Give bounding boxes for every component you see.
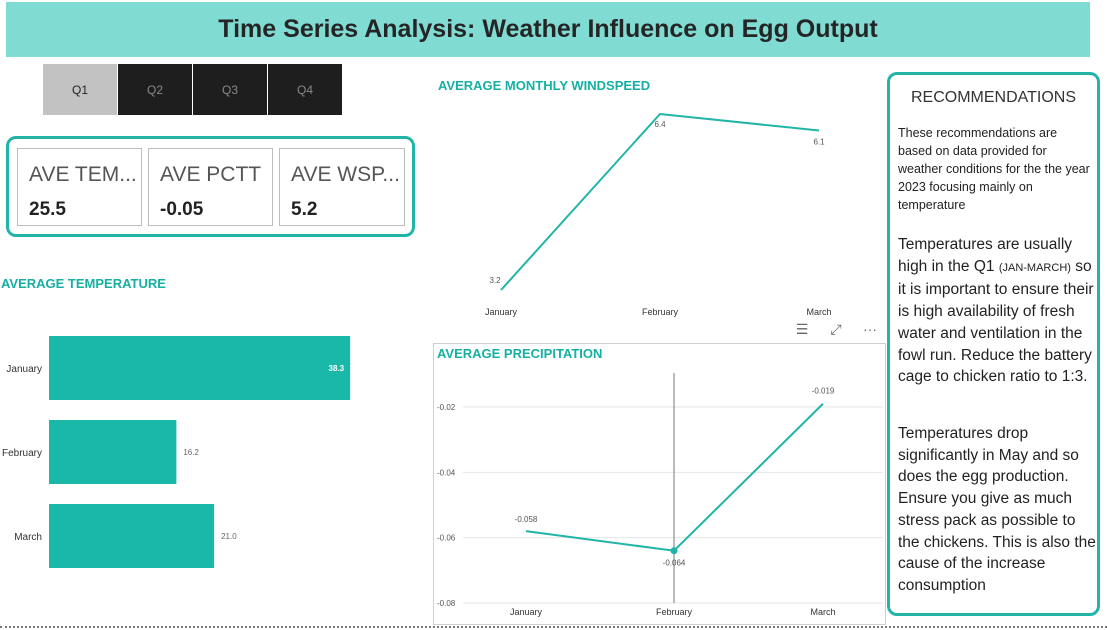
recommendation-text: Temperatures are usually high in the Q1 (898, 236, 1073, 275)
temperature-bar-chart: January 38.3 February 16.2 March 21.0 (2, 336, 351, 568)
quarter-slicer: Q1 Q2 Q3 Q4 (43, 64, 343, 115)
y-tick-label: -0.08 (437, 599, 456, 608)
x-tick-label: March (810, 607, 835, 617)
data-point (670, 547, 678, 555)
dashboard-header: Time Series Analysis: Weather Influence … (6, 2, 1090, 57)
recommendation-text: so it is important to ensure their is hi… (898, 257, 1094, 386)
y-tick-label: -0.04 (437, 468, 456, 477)
data-label: -0.019 (812, 387, 835, 396)
data-label: 21.0 (221, 532, 237, 541)
kpi-value: -0.05 (160, 199, 204, 220)
x-tick-label: February (642, 307, 679, 317)
recommendation-paragraph-2: Temperatures drop significantly in May a… (898, 425, 1096, 594)
data-label: 3.2 (489, 276, 501, 285)
kpi-label: AVE PCTT (160, 163, 262, 186)
data-label: 6.4 (654, 120, 666, 129)
slicer-q1-button[interactable]: Q1 (43, 64, 117, 115)
kpi-label: AVE WSP... (291, 163, 400, 186)
precipitation-chart-title: AVERAGE PRECIPITATION (437, 346, 603, 361)
bar (49, 504, 215, 568)
x-tick-label: March (806, 307, 831, 317)
recommendation-period-note: (JAN-MARCH) (998, 261, 1071, 274)
filter-icon[interactable]: ☰ (795, 321, 809, 337)
more-options-icon[interactable]: ··· (863, 321, 877, 337)
windspeed-chart-title: AVERAGE MONTHLY WINDSPEED (438, 78, 651, 93)
kpi-card-windspeed[interactable]: AVE WSP... 5.2 (279, 148, 405, 226)
x-tick-label: January (510, 607, 543, 617)
kpi-value: 5.2 (291, 199, 318, 220)
recommendations-intro: These recommendations are based on data … (898, 126, 1090, 212)
temperature-chart-title: AVERAGE TEMPERATURE (1, 276, 166, 291)
data-label: -0.058 (515, 515, 538, 524)
windspeed-line-chart: 3.2 January 6.4 February 6.1 March (485, 112, 832, 317)
kpi-card-precipitation[interactable]: AVE PCTT -0.05 (148, 148, 273, 226)
bar (49, 336, 351, 400)
category-label: January (6, 364, 42, 375)
data-label: 16.2 (183, 448, 199, 457)
precipitation-line-chart: -0.02 -0.04 -0.06 -0.08 -0.058 January -0.064 F… (433, 343, 886, 625)
chart-toolbar: ☰ ⤢ ··· (792, 321, 880, 338)
recommendation-paragraph-1: Temperatures are usually high in the Q1 … (898, 234, 1098, 388)
x-tick-label: February (656, 607, 693, 617)
x-tick-label: January (485, 307, 518, 317)
bar (49, 420, 177, 484)
category-label: February (2, 448, 42, 459)
recommendations-title: RECOMMENDATIONS (910, 89, 1077, 106)
kpi-value: 25.5 (29, 199, 66, 220)
slicer-q4-button[interactable]: Q4 (268, 64, 342, 115)
focus-mode-icon[interactable]: ⤢ (830, 321, 842, 337)
page-bottom-border (0, 626, 1107, 628)
slicer-q3-button[interactable]: Q3 (193, 64, 267, 115)
y-tick-label: -0.02 (437, 403, 456, 412)
data-label: 6.1 (813, 138, 825, 147)
kpi-group: AVE TEM... 25.5 AVE PCTT -0.05 AVE WSP..… (6, 136, 415, 237)
data-label: 38.3 (329, 364, 345, 373)
recommendations-panel: RECOMMENDATIONS These recommendations ar… (887, 72, 1100, 616)
chart-frame (433, 343, 886, 625)
kpi-label: AVE TEM... (29, 163, 137, 186)
page-title: Time Series Analysis: Weather Influence … (218, 15, 878, 43)
category-label: March (14, 532, 42, 543)
data-label: -0.064 (663, 559, 686, 568)
series-line (500, 112, 820, 291)
slicer-q2-button[interactable]: Q2 (118, 64, 192, 115)
kpi-card-temperature[interactable]: AVE TEM... 25.5 (17, 148, 142, 226)
y-tick-label: -0.06 (437, 534, 456, 543)
